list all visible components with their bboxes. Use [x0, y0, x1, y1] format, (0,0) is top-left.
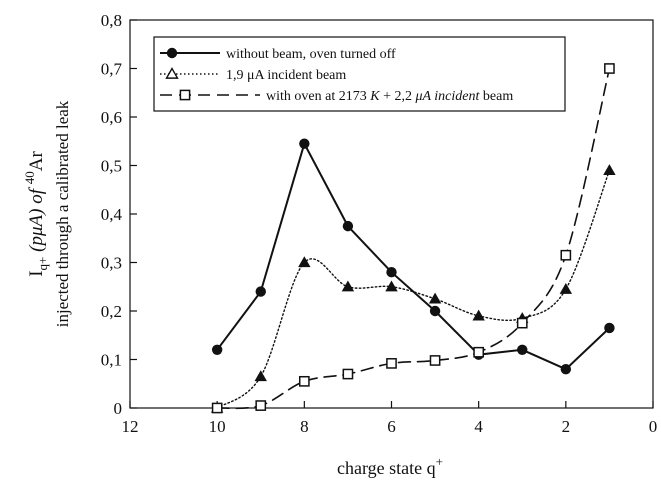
y-tick-label: 0,1 — [101, 351, 122, 370]
data-point — [604, 63, 615, 74]
data-point — [342, 220, 354, 232]
x-tick-label: 8 — [300, 417, 309, 436]
y-tick-label: 0,8 — [101, 11, 122, 30]
y-tick-label: 0 — [114, 399, 123, 418]
x-axis-ticks: 12 10 8 6 4 2 0 — [122, 401, 658, 436]
data-point — [473, 346, 485, 358]
series-2 — [210, 164, 616, 413]
y-tick-label: 0,3 — [101, 254, 122, 273]
series-layer — [210, 63, 616, 414]
x-tick-label: 12 — [122, 417, 139, 436]
series-1 — [211, 138, 615, 375]
x-tick-label: 6 — [387, 417, 396, 436]
series-line — [216, 169, 611, 409]
data-point — [517, 344, 528, 355]
legend-label-1: without beam, oven turned off — [226, 47, 396, 62]
y-tick-label: 0,6 — [101, 108, 122, 127]
y-tick-label: 0,7 — [101, 60, 123, 79]
data-point — [255, 286, 266, 297]
data-point — [386, 358, 397, 369]
data-point — [298, 375, 310, 387]
x-axis-title-main: charge state q — [337, 458, 436, 478]
data-point — [341, 280, 355, 292]
x-axis-title-sup: + — [436, 454, 443, 469]
data-point — [386, 267, 397, 278]
y-tick-label: 0,2 — [101, 302, 122, 321]
y-axis-title-sup: 40 — [22, 171, 37, 184]
data-point — [429, 305, 441, 317]
legend: without beam, oven turned off 1,9 μA inc… — [153, 36, 566, 112]
legend-marker-2 — [165, 67, 179, 79]
data-point — [211, 344, 223, 355]
data-point — [604, 322, 615, 334]
data-point — [385, 280, 398, 292]
y-tick-label: 0,4 — [101, 205, 123, 224]
legend-label-3: with oven at 2173 K + 2,2 μA incident be… — [266, 89, 513, 104]
data-point — [560, 249, 572, 261]
y-axis-title-unit: (pμA) of — [26, 184, 47, 256]
data-point — [255, 400, 267, 411]
data-point — [211, 402, 223, 414]
x-tick-label: 4 — [474, 417, 483, 436]
data-point — [254, 370, 267, 382]
x-tick-label: 2 — [562, 417, 571, 436]
y-tick-label: 0,5 — [101, 157, 122, 176]
series-3 — [211, 63, 615, 414]
y-axis-title-line2: injected through a calibrated leak — [53, 100, 72, 327]
legend-marker-3 — [179, 89, 191, 101]
y-axis-title-I: I — [26, 270, 47, 276]
data-point — [560, 364, 572, 375]
legend-marker-1 — [166, 47, 178, 59]
data-point — [428, 292, 442, 304]
x-axis-title: charge state q+ — [337, 454, 443, 478]
data-point — [559, 282, 573, 294]
y-axis-title-line1: Iq+ (pμA) of 40Ar — [22, 151, 50, 277]
legend-label-2: 1,9 μA incident beam — [226, 68, 346, 83]
x-tick-label: 10 — [209, 417, 226, 436]
data-point — [516, 317, 528, 329]
data-point — [472, 309, 485, 321]
data-point — [298, 256, 311, 268]
data-point — [342, 368, 354, 380]
data-point — [299, 138, 310, 149]
x-tick-label: 0 — [649, 417, 658, 436]
data-point — [603, 164, 616, 175]
series-line — [216, 141, 611, 371]
legend-samples — [160, 47, 260, 101]
y-axis-title-sub: q+ — [35, 257, 50, 271]
data-point — [429, 355, 441, 366]
y-axis-title-element: Ar — [26, 151, 47, 172]
legend-box — [153, 36, 566, 112]
y-axis-ticks: 0 0,1 0,2 0,3 0,4 0,5 0,6 0,7 0,8 — [101, 11, 137, 418]
